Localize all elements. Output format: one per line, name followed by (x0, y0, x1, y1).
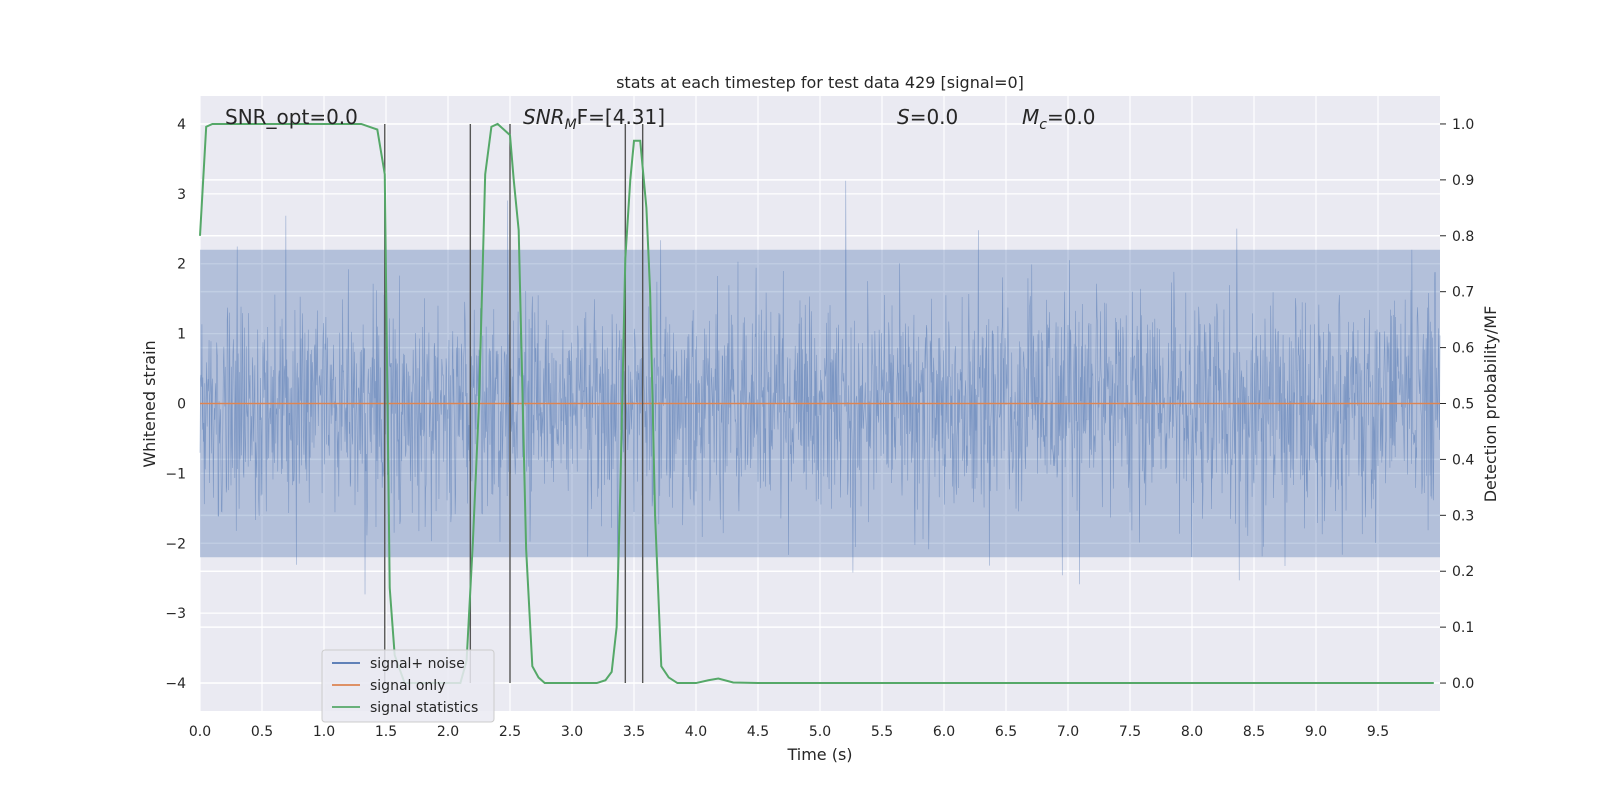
legend-label-signal-noise: signal+ noise (370, 656, 465, 672)
noise-trace (199, 180, 1441, 595)
x-tick-label-18: 9.0 (1305, 724, 1327, 740)
annotation-snr-opt: SNR_opt=0.0 (225, 105, 358, 129)
x-axis-ticks: 0.0 0.5 1.0 1.5 2.0 2.5 3.0 3.5 4.0 4.5 5.0 5.5 6.0 6… (189, 724, 1389, 740)
x-tick-label-3: 1.5 (375, 724, 397, 740)
y2-tick-label-9: 0.1 (1452, 620, 1474, 636)
y2-tick-label-2: 0.8 (1452, 229, 1474, 245)
y-tick-label-1: 3 (177, 187, 186, 203)
chart-title: stats at each timestep for test data 429… (616, 73, 1024, 92)
x-tick-label-17: 8.5 (1243, 724, 1265, 740)
x-tick-label-1: 0.5 (251, 724, 273, 740)
x-tick-label-13: 6.5 (995, 724, 1017, 740)
x-tick-label-6: 3.0 (561, 724, 583, 740)
y-axis-ticks: 4 3 2 1 0 −1 −2 −3 −4 (165, 117, 186, 692)
x-tick-label-4: 2.0 (437, 724, 459, 740)
annotation-mc-val: =0.0 (1047, 105, 1096, 129)
y-tick-label-5: −1 (165, 466, 186, 482)
y-tick-label-7: −3 (165, 606, 186, 622)
x-tick-label-19: 9.5 (1367, 724, 1389, 740)
y2-axis-ticks: 1.0 0.9 0.8 0.7 0.6 0.5 0.4 0.3 0.2 0.1 0.0 (1440, 117, 1474, 692)
annotation-mc-var: M (1022, 105, 1039, 129)
series-signal-statistics (199, 122, 1434, 685)
y2-tick-label-0: 1.0 (1452, 117, 1474, 133)
x-tick-label-16: 8.0 (1181, 724, 1203, 740)
legend-frame (321, 649, 495, 723)
y2-tick-label-3: 0.7 (1452, 285, 1474, 301)
x-tick-label-5: 2.5 (499, 724, 521, 740)
x-tick-label-11: 5.5 (871, 724, 893, 740)
annotation-s-val: =0.0 (910, 105, 959, 129)
x-tick-label-10: 5.0 (809, 724, 831, 740)
y-axis-label: Whitened strain (140, 340, 159, 467)
legend-label-signal-statistics: signal statistics (370, 700, 478, 716)
y2-axis-label: Detection probability/MF (1481, 306, 1500, 503)
x-tick-label-2: 1.0 (313, 724, 335, 740)
x-tick-label-0: 0.0 (189, 724, 211, 740)
y2-tick-label-10: 0.0 (1452, 676, 1474, 692)
x-axis-label: Time (s) (786, 745, 852, 764)
signal-statistics-line (199, 122, 1434, 685)
y-tick-label-8: −4 (165, 676, 186, 692)
annotation-mc-sub: c (1039, 117, 1047, 133)
y2-tick-label-1: 0.9 (1452, 173, 1474, 189)
annotation-mc: Mc=0.0 (1022, 105, 1096, 133)
y-tick-label-2: 2 (177, 257, 186, 273)
x-tick-label-8: 4.0 (685, 724, 707, 740)
legend: signal+ noise signal only signal statist… (321, 649, 495, 723)
y-tick-label-6: −2 (165, 536, 186, 552)
y2-tick-label-5: 0.5 (1452, 397, 1474, 413)
x-tick-label-15: 7.5 (1119, 724, 1141, 740)
annotation-snr-mf-rest: F=[4.31] (577, 105, 665, 129)
x-tick-label-12: 6.0 (933, 724, 955, 740)
annotation-s-var: S (897, 105, 910, 129)
x-tick-label-9: 4.5 (747, 724, 769, 740)
y2-tick-label-8: 0.2 (1452, 564, 1474, 580)
x-tick-label-14: 7.0 (1057, 724, 1079, 740)
y-tick-label-0: 4 (177, 117, 186, 133)
x-tick-label-7: 3.5 (623, 724, 645, 740)
legend-label-signal-only: signal only (370, 678, 445, 694)
annotation-snr-mf: SNRMF=[4.31] (523, 105, 665, 133)
y-tick-label-3: 1 (177, 327, 186, 343)
annotation-snr-mf-prefix: SNR (523, 105, 565, 129)
y2-tick-label-6: 0.4 (1452, 452, 1474, 468)
y2-tick-label-7: 0.3 (1452, 508, 1474, 524)
annotation-snr-mf-sub: M (565, 117, 577, 133)
y2-tick-label-4: 0.6 (1452, 341, 1474, 357)
y-tick-label-4: 0 (177, 397, 186, 413)
annotation-s: S=0.0 (897, 105, 958, 129)
vertical-markers (384, 123, 644, 684)
